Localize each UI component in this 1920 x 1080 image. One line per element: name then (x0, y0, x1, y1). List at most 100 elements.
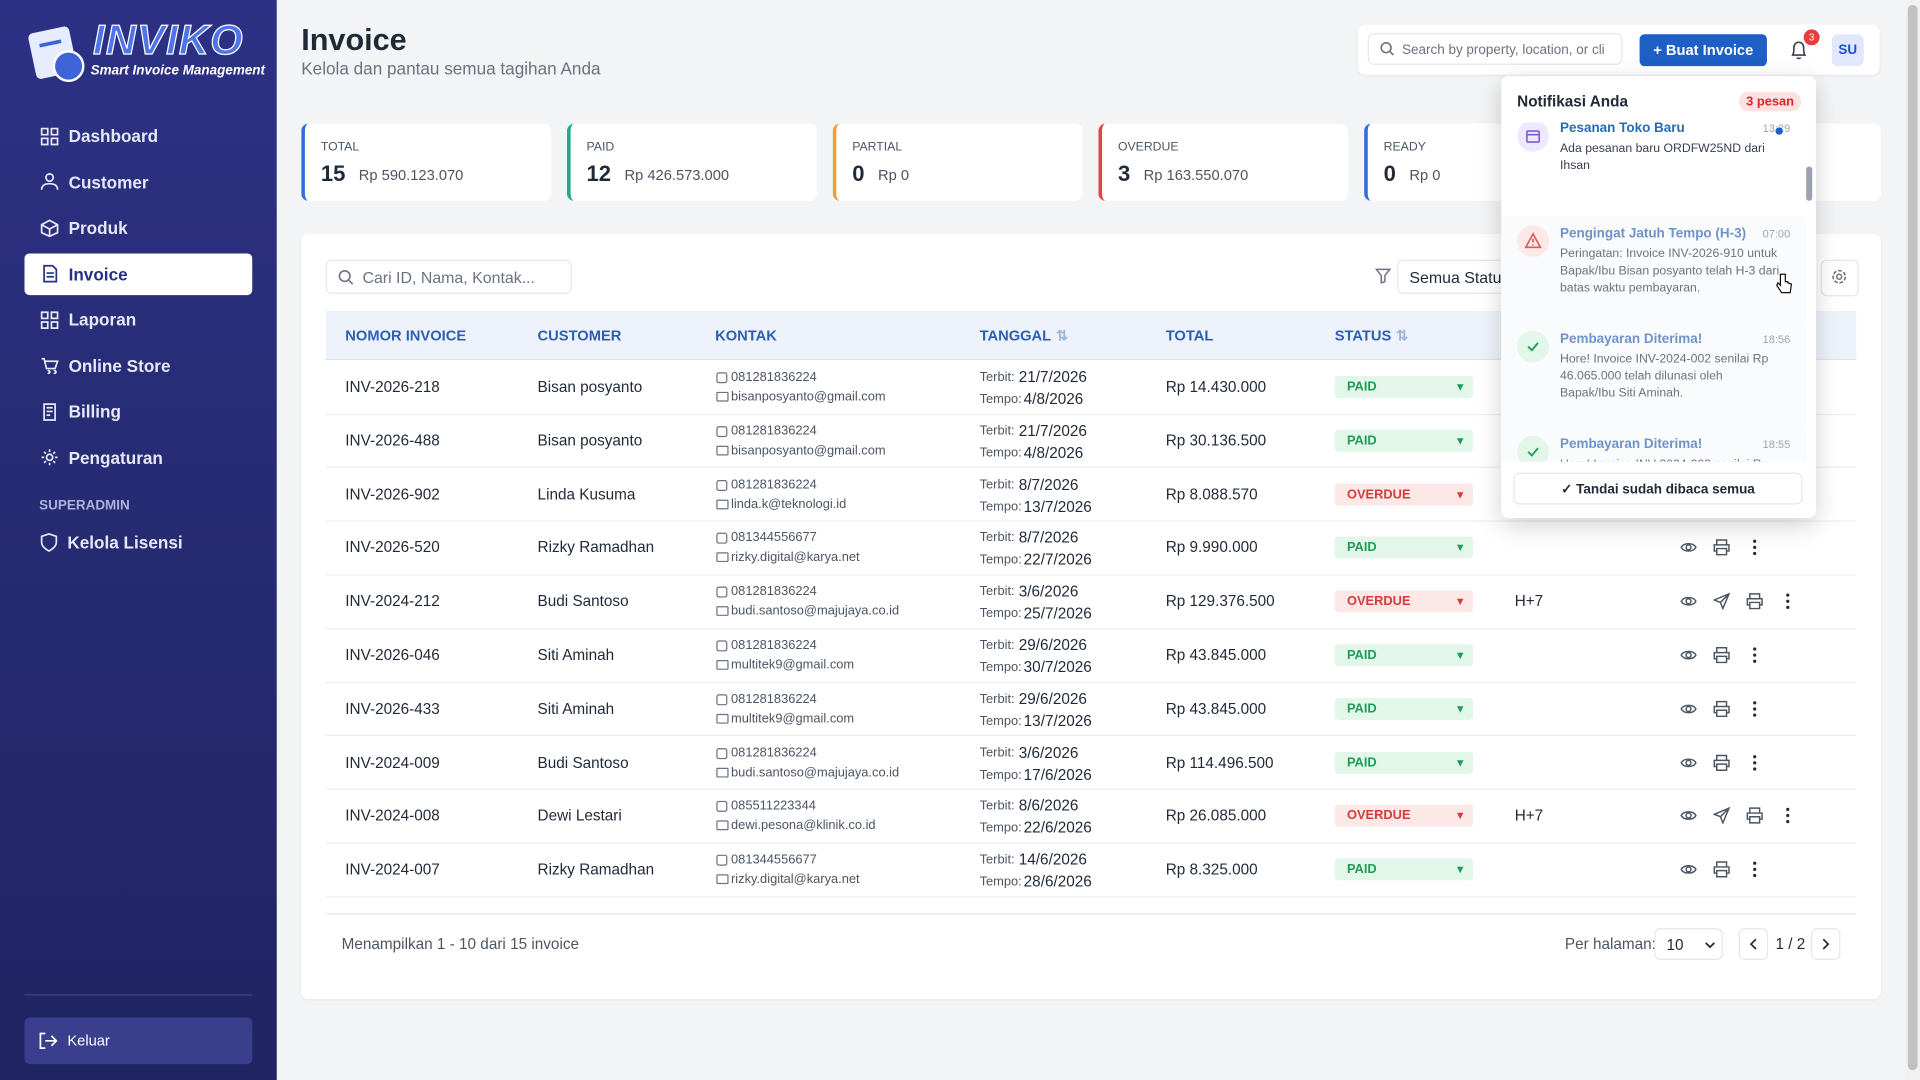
unread-dot (1775, 127, 1783, 135)
nav-item[interactable]: Online Store (24, 345, 252, 387)
row-action[interactable] (1680, 539, 1697, 556)
chevron: ▼ (1454, 541, 1466, 554)
nav-item[interactable]: Produk (24, 207, 252, 249)
nav-item[interactable]: Invoice (24, 252, 253, 295)
issue-date: 8/7/2026 (1018, 475, 1079, 493)
row-action[interactable] (1680, 700, 1697, 717)
issue-label: Terbit: (979, 369, 1015, 385)
row-action[interactable] (1680, 593, 1697, 610)
row-action[interactable] (1746, 754, 1763, 771)
search-input[interactable]: Search by property, location, or cli (1367, 33, 1623, 65)
table-search[interactable]: Cari ID, Nama, Kontak... (325, 259, 572, 294)
status-value: PAID (1346, 379, 1377, 395)
row-action[interactable] (1746, 593, 1763, 610)
row-action[interactable] (1746, 700, 1763, 717)
settings-button[interactable] (1820, 259, 1859, 297)
row-action[interactable] (1680, 647, 1697, 664)
status-select[interactable]: OVERDUE ▼ (1334, 590, 1474, 613)
bell-icon[interactable] (1790, 40, 1807, 60)
row-divider (325, 842, 1857, 844)
notification-item[interactable]: Pembayaran Diterima! 18:56 Hore! Invoice I… (1501, 320, 1808, 428)
stat-label: READY (1383, 140, 1426, 155)
row-action[interactable] (1680, 754, 1697, 771)
row-action[interactable] (1713, 592, 1731, 611)
due-date: 4/8/2026 (1023, 444, 1084, 462)
issue-label: Terbit: (979, 637, 1015, 653)
nav-item[interactable]: Pengaturan (24, 437, 252, 479)
create-invoice-button[interactable]: + Buat Invoice (1639, 34, 1767, 67)
per-page-select[interactable]: 10 (1654, 928, 1723, 960)
status-value: PAID (1346, 540, 1377, 556)
notification-title: Pembayaran Diterima! (1560, 331, 1703, 347)
issue-date: 21/7/2026 (1018, 422, 1087, 440)
row-action[interactable] (1779, 593, 1796, 610)
status-select[interactable]: PAID ▼ (1334, 697, 1474, 720)
divider (325, 913, 1857, 915)
row-action[interactable] (1713, 700, 1730, 717)
notification-item[interactable]: Pembayaran Diterima! 18:55 Hore! Invoice I… (1501, 426, 1808, 462)
phone: 081281836224 (731, 637, 817, 653)
scrollbar-thumb (1806, 166, 1813, 201)
icon (43, 264, 58, 283)
row-action[interactable] (1680, 861, 1697, 878)
status-select[interactable]: PAID ▼ (1334, 858, 1474, 881)
row-divider (325, 413, 1857, 415)
nav-item[interactable]: Kelola Lisensi (24, 522, 252, 564)
prev-page[interactable] (1738, 928, 1769, 960)
row-action[interactable] (1746, 861, 1763, 878)
customer-name: Siti Aminah (537, 700, 615, 718)
due-label: Tempo: (979, 391, 1022, 407)
logout-button[interactable]: Keluar (24, 1017, 253, 1065)
email: dewi.pesona@klinik.co.id (731, 818, 876, 834)
row-action[interactable] (1713, 647, 1730, 664)
phone-icon (716, 801, 728, 813)
row-action[interactable] (1713, 539, 1730, 556)
search-icon (1380, 42, 1395, 56)
nav-item[interactable]: Customer (24, 161, 252, 203)
status-select[interactable]: PAID ▼ (1334, 536, 1474, 559)
stat-amount: Rp 0 (1409, 166, 1441, 184)
invoice-id: INV-2024-007 (345, 861, 440, 879)
icon (40, 173, 59, 190)
notification-item[interactable]: Pengingat Jatuh Tempo (H-3) 07:00 Peringat… (1501, 215, 1808, 323)
status-select[interactable]: OVERDUE ▼ (1334, 483, 1474, 506)
chevron: ▼ (1454, 595, 1466, 608)
row-action[interactable] (1713, 807, 1731, 825)
nav-item[interactable]: Dashboard (24, 115, 252, 157)
next-page[interactable] (1811, 928, 1841, 960)
mail-icon (716, 552, 729, 563)
email: rizky.digital@karya.net (731, 872, 860, 887)
mark-all-button[interactable]: ✓ Tandai sudah dibaca semua (1513, 472, 1803, 505)
nav-item[interactable]: Billing (24, 391, 252, 433)
row-action[interactable] (1746, 539, 1763, 556)
nav-item[interactable]: Laporan (24, 299, 252, 341)
phone-icon (716, 854, 728, 866)
row-action[interactable] (1746, 807, 1763, 825)
due-date: 13/7/2026 (1023, 497, 1092, 516)
chevron: ▼ (1454, 488, 1466, 501)
row-action[interactable] (1680, 807, 1697, 824)
notification-item[interactable]: Pesanan Toko Baru13:29Ada pesanan baru O… (1501, 122, 1808, 217)
stat-amount: Rp 426.573.000 (624, 166, 730, 184)
email: bisanposyanto@gmail.com (731, 443, 886, 458)
stat-count: 12 (586, 161, 612, 187)
notification-panel: Notifikasi Anda 3 pesan Pesanan Toko Bar… (1501, 75, 1816, 518)
avatar[interactable]: SU (1831, 34, 1864, 67)
filter-label: Semua Status (1409, 268, 1510, 287)
phone-icon (716, 425, 728, 437)
invoice-id: INV-2026-488 (345, 431, 440, 450)
row-action[interactable] (1713, 754, 1730, 771)
row-action[interactable] (1746, 647, 1763, 664)
row-action[interactable] (1779, 807, 1796, 824)
due-label: Tempo: (979, 713, 1022, 729)
status-select[interactable]: OVERDUE ▼ (1334, 804, 1474, 828)
status-select[interactable]: PAID ▼ (1334, 375, 1474, 398)
status-select[interactable]: PAID ▼ (1334, 644, 1474, 667)
gear-icon (1832, 269, 1847, 284)
status-select[interactable]: PAID ▼ (1334, 429, 1474, 452)
brand: INVIKO (92, 17, 244, 65)
row-action[interactable] (1713, 861, 1730, 878)
chevron: ▼ (1454, 380, 1466, 394)
status-select[interactable]: PAID ▼ (1334, 751, 1474, 774)
due-date: 4/8/2026 (1023, 390, 1084, 408)
